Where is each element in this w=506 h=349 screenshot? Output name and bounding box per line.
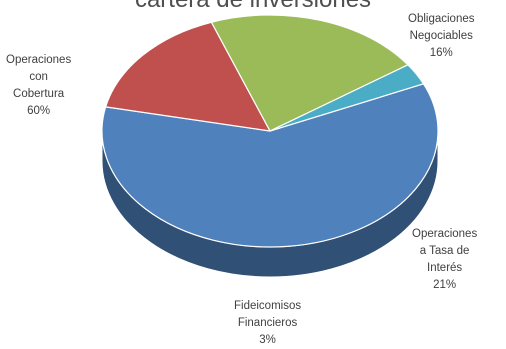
slice-value-label: 16% bbox=[429, 47, 453, 59]
slice-label-operaciones-tasa: Operaciones a Tasa de Interés 21% bbox=[412, 226, 477, 294]
pie-slice-obligaciones-negociables bbox=[105, 21, 271, 132]
slice-label-line: Cobertura bbox=[13, 88, 65, 100]
slice-label-line: Operaciones bbox=[6, 54, 72, 66]
slice-value-label: 60% bbox=[27, 105, 51, 117]
slice-label-line: Operaciones bbox=[412, 228, 478, 240]
slice-label-fideicomisos: Fideicomisos Financieros 3% bbox=[234, 298, 301, 349]
slice-label-line: Negociables bbox=[409, 30, 473, 42]
slice-label-line: con bbox=[29, 71, 48, 83]
slice-label-line: Financieros bbox=[237, 317, 298, 329]
pie-slice-fideicomisos-financieros bbox=[269, 64, 425, 132]
pie-slice-operaciones-a-tasa-de-interes bbox=[210, 14, 409, 132]
slice-label-line: a Tasa de bbox=[419, 245, 470, 257]
pie-slice-operaciones-con-cobertura bbox=[101, 83, 439, 248]
pie-tops bbox=[101, 14, 439, 248]
chart-title: cartera de inversiones bbox=[0, 0, 506, 14]
slice-value-label: 21% bbox=[433, 279, 457, 291]
slice-label-line: Obligaciones bbox=[408, 13, 475, 25]
slice-label-operaciones-cobertura: Operaciones con Cobertura 60% bbox=[6, 52, 71, 120]
slice-label-line: Interés bbox=[427, 262, 463, 274]
slice-label-line: Fideicomisos bbox=[234, 300, 302, 312]
slice-value-label: 3% bbox=[259, 334, 276, 346]
slice-label-obligaciones-negociables: Obligaciones Negociables 16% bbox=[408, 11, 474, 62]
